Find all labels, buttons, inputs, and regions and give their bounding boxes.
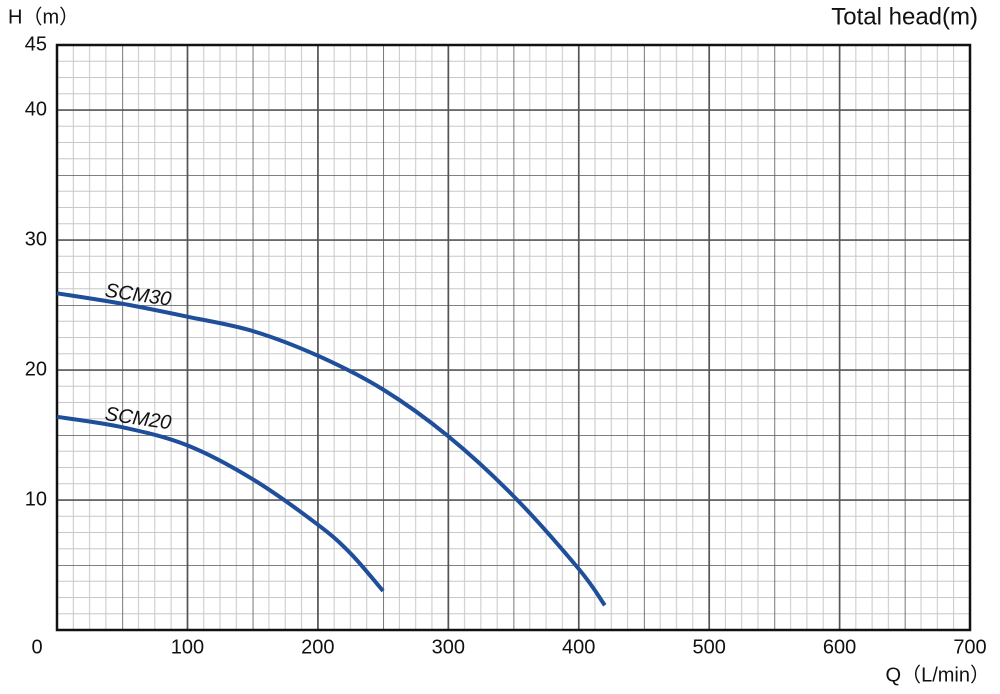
x-tick-label: 200	[301, 636, 334, 658]
plot-border	[55, 43, 972, 632]
y-tick-label: 20	[25, 358, 47, 380]
x-tick-label: 400	[562, 636, 595, 658]
y-tick-label: 45	[25, 33, 47, 55]
x-tick-label: 600	[823, 636, 856, 658]
grid-background	[57, 45, 970, 630]
curve	[56, 414, 385, 593]
y-tick-label: 30	[25, 228, 47, 250]
chart-title: Total head(m)	[831, 3, 978, 30]
y-axis-label: H（m）	[8, 5, 79, 28]
y-tick-label: 10	[25, 488, 47, 510]
x-tick-label: 300	[432, 636, 465, 658]
x-axis-label: Q（L/min）	[886, 663, 990, 686]
x-tick-label: 500	[692, 636, 725, 658]
x-tick-label: 0	[31, 636, 42, 658]
x-tick-label: 700	[953, 636, 986, 658]
x-tick-label: 100	[171, 636, 204, 658]
curve	[56, 291, 607, 607]
y-tick-label: 40	[25, 98, 47, 120]
